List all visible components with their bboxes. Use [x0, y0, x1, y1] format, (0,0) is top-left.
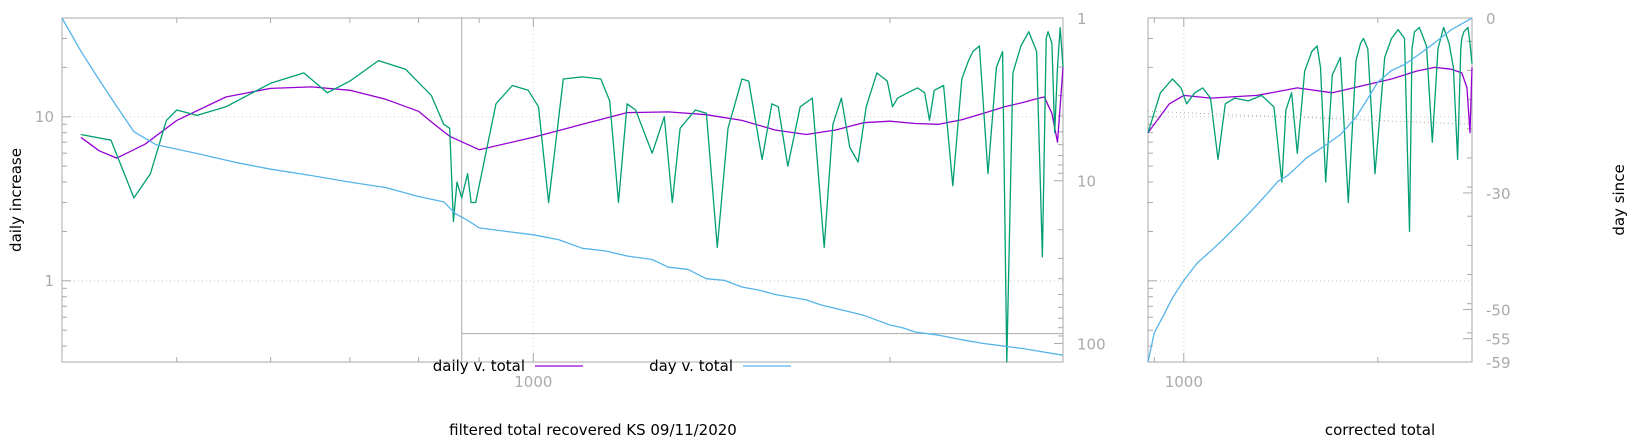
- right-x-axis-title: corrected total: [1325, 421, 1435, 439]
- legend-label-daily: daily v. total: [433, 357, 525, 375]
- right-series-line-0: [1147, 66, 1473, 134]
- right-series-line-1: [1147, 26, 1473, 233]
- right-y2-tick-label: -30: [1486, 185, 1511, 203]
- right-plot-frame: [1147, 17, 1473, 363]
- left-y-tick-label: 1: [44, 272, 54, 290]
- legend-label-day: day v. total: [649, 357, 733, 375]
- right-series-line-3: [1147, 110, 1473, 125]
- tick-labels: 1 10 1 10 100 1000 0 -30 -50 -55 -59 1000: [35, 10, 1511, 391]
- axes-frame: [61, 17, 1473, 363]
- left-y-tick-label: 10: [35, 108, 54, 126]
- right-series-line-2: [1147, 17, 1473, 363]
- right-y2-tick-label: 0: [1486, 10, 1496, 28]
- axis-ticks: [61, 17, 1472, 363]
- series-lines: [61, 17, 1473, 363]
- right-y2-tick-label: -50: [1486, 302, 1511, 320]
- left-series-line-0: [80, 67, 1064, 159]
- left-x-axis-title: filtered total recovered KS 09/11/2020: [449, 421, 737, 439]
- grid-lines: [62, 18, 1472, 362]
- legend: daily v. total day v. total: [433, 357, 791, 375]
- right-y2-tick-label: -59: [1486, 354, 1511, 372]
- left-y2-tick-label: 1: [1077, 10, 1087, 28]
- left-series-line-2: [61, 17, 1064, 356]
- left-series-line-1: [80, 26, 1064, 363]
- left-y-axis-title: daily increase: [7, 148, 25, 252]
- left-y2-tick-label: 10: [1077, 173, 1096, 191]
- left-y2-tick-label: 100: [1077, 335, 1106, 353]
- right-x-tick-label: 1000: [1165, 373, 1203, 391]
- right-y2-tick-label: -55: [1486, 331, 1511, 349]
- left-x-tick-label: 1000: [514, 373, 552, 391]
- right-y2-axis-title: day since: [1610, 164, 1628, 235]
- left-plot-frame: [61, 17, 1064, 363]
